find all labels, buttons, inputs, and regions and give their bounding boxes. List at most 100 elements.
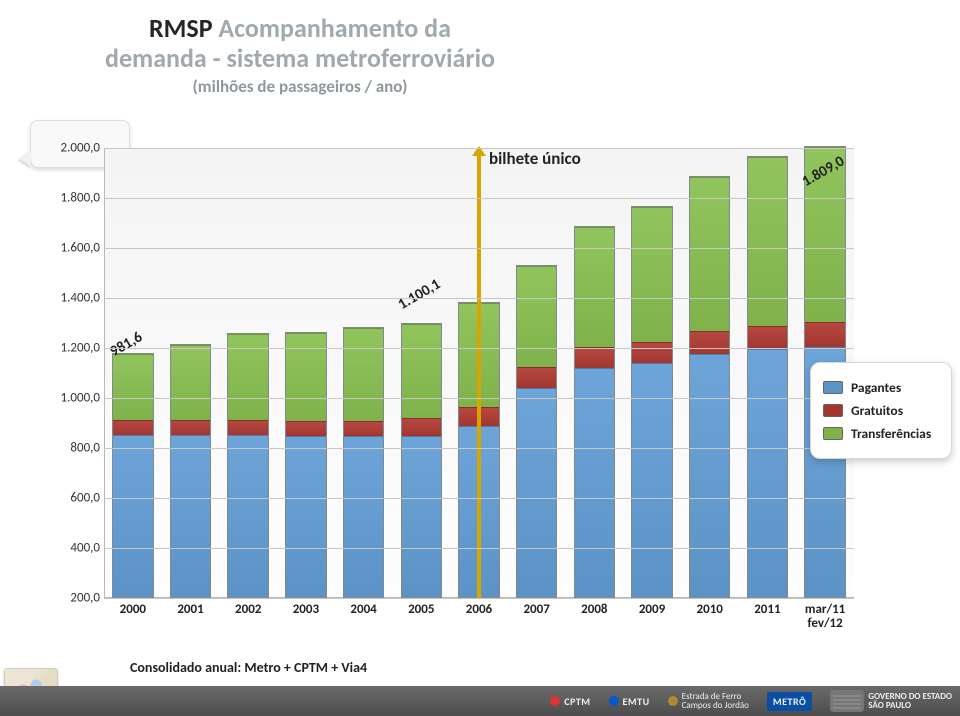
legend-label: Gratuitos [851, 402, 903, 419]
bar-segment-transferencias [805, 147, 845, 322]
logo-efcj: Estrada de Ferro Campos do Jordão [668, 692, 749, 710]
logo-gov-sp: GOVERNO DO ESTADO SÃO PAULO [830, 690, 952, 712]
bar-segment-pagantes [344, 436, 384, 597]
x-axis-label: 2004 [335, 603, 393, 632]
y-axis-label: 1.400,0 [50, 291, 100, 306]
x-axis-label: 2008 [566, 603, 624, 632]
bar-segment-pagantes [690, 354, 730, 597]
bar-segment-gratuitos [459, 407, 499, 426]
x-axis-label: 2003 [277, 603, 335, 632]
logo-efcj-label: Estrada de Ferro Campos do Jordão [682, 692, 749, 710]
bar-segment-gratuitos [171, 420, 211, 435]
bar-segment-pagantes [575, 368, 615, 597]
y-axis-label: 1.800,0 [50, 191, 100, 206]
bar-segment-transferencias [632, 207, 672, 343]
bar-segment-transferencias [344, 328, 384, 421]
bar-segment-gratuitos [748, 326, 788, 350]
legend-item-transferencias: Transferências [823, 425, 939, 442]
gridline [104, 598, 854, 599]
gridline [104, 148, 854, 149]
bar [285, 332, 327, 598]
logo-cptm: CPTM [550, 695, 590, 708]
bar-segment-gratuitos [113, 420, 153, 435]
bar-slot [219, 148, 277, 598]
bar-segment-gratuitos [575, 347, 615, 368]
title-accent-light-1: Acompanhamento da [213, 12, 451, 44]
bar-segment-gratuitos [690, 331, 730, 355]
bar-segment-gratuitos [228, 420, 268, 435]
bar-segment-pagantes [171, 435, 211, 597]
bar [747, 156, 789, 599]
y-axis-label: 800,0 [50, 441, 100, 456]
legend-label: Pagantes [851, 379, 901, 396]
footer-note: Consolidado anual: Metro + CPTM + Via4 [130, 659, 367, 676]
legend-item-pagantes: Pagantes [823, 379, 939, 396]
legend-swatch-icon [823, 404, 843, 417]
gridline [104, 448, 854, 449]
bar-segment-transferencias [113, 354, 153, 420]
gridline [104, 548, 854, 549]
bar-segment-transferencias [575, 227, 615, 348]
legend-swatch-icon [823, 381, 843, 394]
bar [170, 344, 212, 598]
bar-slot [392, 148, 450, 598]
x-axis-label: 2011 [739, 603, 797, 632]
bar-slot [450, 148, 508, 598]
efcj-icon [668, 696, 678, 706]
bar-slot [104, 148, 162, 598]
bar-segment-pagantes [748, 349, 788, 597]
x-axis-label: mar/11 fev/12 [796, 603, 854, 632]
gridline [104, 298, 854, 299]
logo-cptm-label: CPTM [564, 695, 590, 708]
y-axis-label: 1.000,0 [50, 391, 100, 406]
bar-segment-transferencias [402, 324, 442, 418]
x-axis-label: 2005 [392, 603, 450, 632]
y-axis-label: 400,0 [50, 541, 100, 556]
cptm-icon [550, 696, 560, 706]
bar-slot [681, 148, 739, 598]
bars-wrap [104, 148, 854, 598]
title-accent-dark: RMSP [149, 12, 213, 44]
slide-title: RMSP Acompanhamento da demanda - sistema… [40, 14, 560, 97]
legend-label: Transferências [851, 425, 931, 442]
bar [458, 302, 500, 598]
bar-slot [566, 148, 624, 598]
legend-swatch-icon [823, 427, 843, 440]
bar-slot [277, 148, 335, 598]
title-subtitle: (milhões de passageiros / ano) [40, 76, 560, 97]
y-axis-label: 1.600,0 [50, 241, 100, 256]
bar-slot [162, 148, 220, 598]
gridline [104, 498, 854, 499]
bar-segment-gratuitos [402, 418, 442, 435]
x-axis-labels: 2000200120022003200420052006200720082009… [104, 603, 854, 632]
bar-segment-gratuitos [632, 342, 672, 363]
bar-segment-gratuitos [286, 421, 326, 436]
bar-segment-pagantes [286, 436, 326, 597]
logo-metro: METRÔ [767, 692, 812, 711]
x-axis-label: 2000 [104, 603, 162, 632]
bar [689, 176, 731, 599]
y-axis-label: 200,0 [50, 591, 100, 606]
sp-emblem-icon [830, 690, 864, 712]
bottom-bar: CPTM EMTU Estrada de Ferro Campos do Jor… [0, 686, 960, 716]
bar-segment-pagantes [113, 435, 153, 597]
bar-slot [623, 148, 681, 598]
x-axis-label: 2009 [623, 603, 681, 632]
bar-segment-pagantes [459, 426, 499, 597]
logo-gov-label: GOVERNO DO ESTADO SÃO PAULO [868, 692, 952, 710]
bar [112, 353, 154, 598]
bar-segment-transferencias [228, 334, 268, 420]
bar [401, 323, 443, 598]
gridline [104, 198, 854, 199]
logo-emtu: EMTU [609, 695, 650, 708]
bar-segment-transferencias [171, 345, 211, 419]
bar-segment-gratuitos [805, 322, 845, 347]
bar-segment-pagantes [517, 388, 557, 597]
logo-emtu-label: EMTU [623, 695, 650, 708]
gridline [104, 248, 854, 249]
bar [343, 327, 385, 598]
y-axis-label: 2.000,0 [50, 141, 100, 156]
bar-slot [508, 148, 566, 598]
y-axis-label: 1.200,0 [50, 341, 100, 356]
legend: Pagantes Gratuitos Transferências [810, 362, 952, 459]
